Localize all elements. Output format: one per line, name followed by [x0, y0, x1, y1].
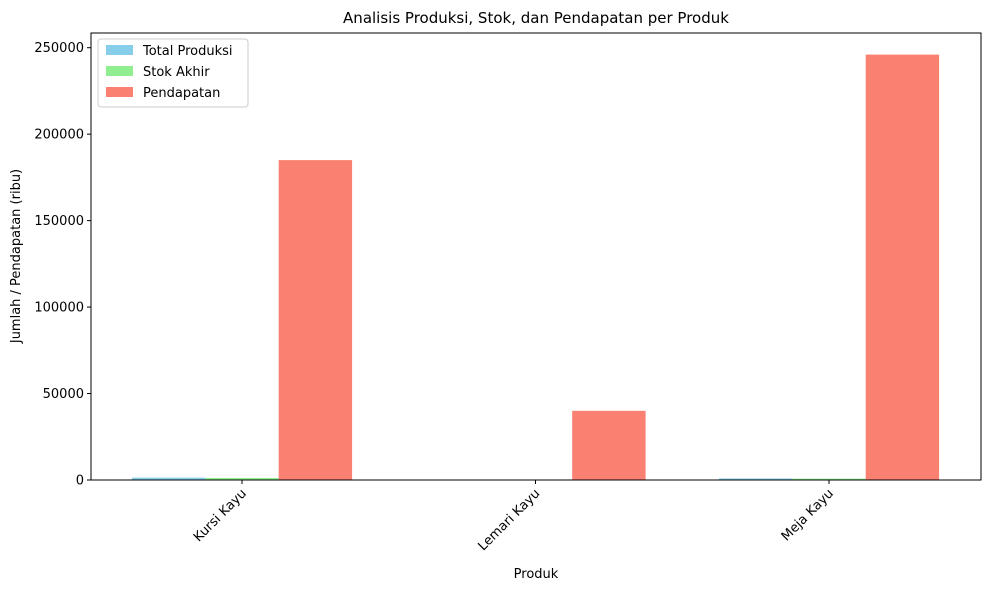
chart-title: Analisis Produksi, Stok, dan Pendapatan …	[343, 9, 729, 27]
legend-swatch	[106, 87, 133, 97]
legend-label: Stok Akhir	[143, 65, 210, 80]
legend-swatch	[106, 45, 133, 55]
y-tick-label: 200000	[34, 128, 84, 143]
x-tick-label: Kursi Kayu	[191, 486, 250, 545]
bar-pendapatan-lemari-kayu	[572, 411, 645, 480]
y-axis-label: Jumlah / Pendapatan (ribu)	[9, 169, 24, 344]
bar-pendapatan-kursi-kayu	[279, 160, 352, 480]
legend-label: Pendapatan	[143, 86, 220, 101]
x-tick-label: Meja Kayu	[779, 486, 837, 544]
y-tick-label: 100000	[34, 301, 84, 316]
y-tick-label: 150000	[34, 214, 84, 229]
legend-swatch	[106, 66, 133, 76]
x-tick-label: Lemari Kayu	[475, 486, 543, 554]
legend-label: Total Produksi	[142, 44, 233, 59]
y-tick-label: 50000	[43, 387, 84, 402]
plot-area: 0 50000 100000 150000 200000 250000 Kursi Kayu…	[34, 33, 981, 554]
legend: Total Produksi Stok Akhir Pendapatan	[98, 39, 248, 107]
y-tick-label: 250000	[34, 41, 84, 56]
y-tick-label: 0	[76, 474, 84, 489]
bar-pendapatan-meja-kayu	[866, 55, 939, 480]
x-axis-label: Produk	[514, 567, 559, 582]
